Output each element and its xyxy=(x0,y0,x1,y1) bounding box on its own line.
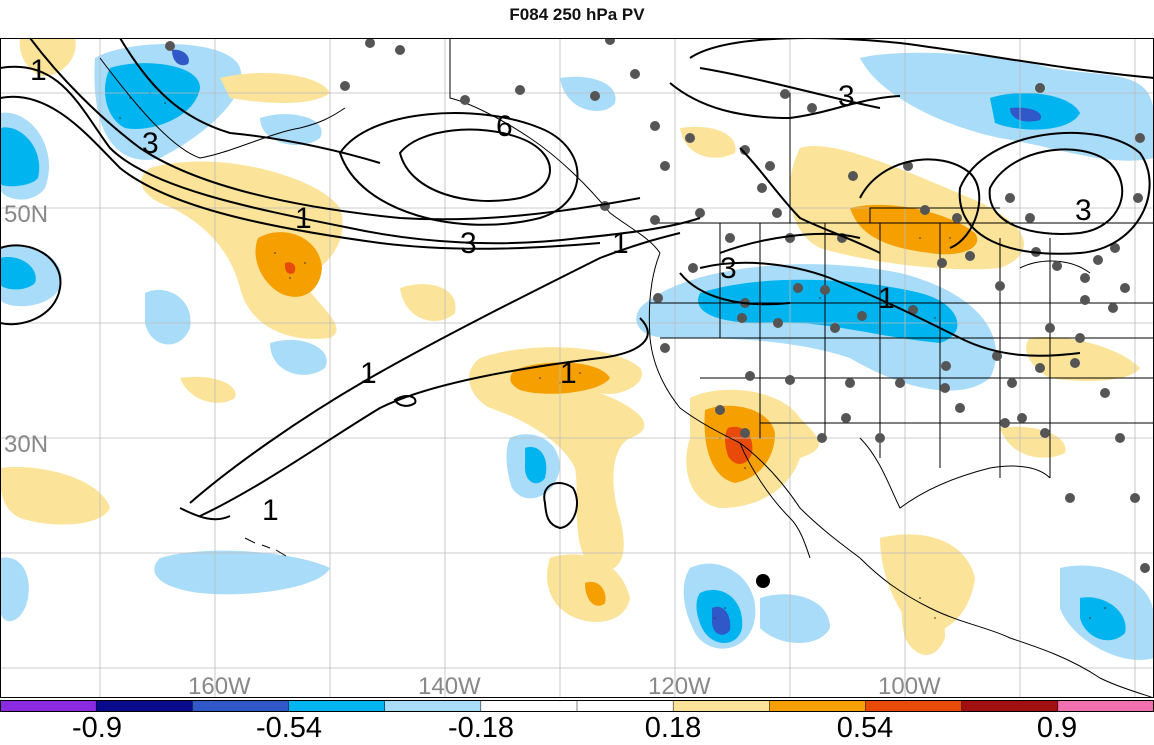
colorbar-cell xyxy=(192,700,290,712)
pv-negative-region xyxy=(145,289,191,345)
graticule xyxy=(0,38,1154,698)
pv-positive-region xyxy=(180,376,236,403)
pv-negative-region xyxy=(712,606,731,635)
lon-label-120w: 120W xyxy=(648,673,711,698)
lon-label-100w: 100W xyxy=(878,673,941,698)
pv-positive-region xyxy=(0,467,110,525)
pv-positive-region xyxy=(680,126,736,158)
pv-negative-region xyxy=(0,257,36,290)
pv-contours xyxy=(0,38,1154,530)
contour-label: 3 xyxy=(460,227,477,260)
contour-label: 1 xyxy=(560,357,577,390)
colorbar-cell xyxy=(865,700,963,712)
pv-positive-region xyxy=(850,204,978,255)
pv-positive-region xyxy=(400,284,456,321)
map-title: F084 250 hPa PV xyxy=(509,5,645,24)
colorbar-label: -0.9 xyxy=(72,712,122,744)
pv-positive-region xyxy=(19,38,76,77)
colorbar-cell xyxy=(0,700,97,712)
pv-negative-region xyxy=(270,339,327,375)
colorbar-cell xyxy=(1057,700,1154,712)
longitude-labels: 160W 140W 120W 100W xyxy=(188,673,941,698)
pv-positive-region xyxy=(1026,337,1140,381)
colorbar-cell xyxy=(769,700,867,712)
colorbar-cell xyxy=(480,700,578,712)
contour-label: 6 xyxy=(496,110,513,143)
colorbar-label: 0.18 xyxy=(644,712,702,744)
colorbar-label: 0.54 xyxy=(836,712,894,744)
colorbar-label: -0.18 xyxy=(447,712,515,744)
colorbar-cell xyxy=(288,700,386,712)
pv-negative-region xyxy=(698,279,958,343)
pv-negative-region xyxy=(105,63,200,129)
latitude-labels: 50N 30N xyxy=(4,201,48,458)
colorbar-cell xyxy=(384,700,482,712)
pv-positive-region xyxy=(284,262,296,274)
contour-label: 1 xyxy=(878,282,895,315)
pv-positive-region xyxy=(901,582,945,655)
contour-label: 1 xyxy=(30,54,47,87)
colorbar-cell xyxy=(95,700,194,712)
pv-positive-region xyxy=(220,73,330,103)
contour-label: 1 xyxy=(295,202,312,235)
colorbar xyxy=(0,700,1154,712)
pv-negative-region xyxy=(760,594,830,643)
contour-label: 1 xyxy=(360,357,377,390)
pv-negative-region xyxy=(1080,597,1126,641)
colorbar-label: -0.54 xyxy=(255,712,323,744)
colorbar-cell xyxy=(672,700,771,712)
lat-label-30n: 30N xyxy=(4,431,48,458)
pv-negative-region xyxy=(0,557,29,622)
marker-dot xyxy=(756,574,770,588)
contour-labels: 1 3 6 3 1 3 1 3 1 1 1 3 xyxy=(30,54,1092,527)
pv-negative-region xyxy=(154,550,330,595)
contour-label: 3 xyxy=(720,252,737,285)
lat-label-50n: 50N xyxy=(4,201,48,228)
colorbar-label: 0.9 xyxy=(1036,712,1078,744)
pv-negative-region xyxy=(560,76,616,111)
contour-label: 1 xyxy=(262,494,279,527)
coastlines-borders xyxy=(99,38,1154,698)
pv-negative-region xyxy=(525,447,547,484)
contour-label: 3 xyxy=(838,80,855,113)
contour-label: 3 xyxy=(1075,194,1092,227)
pv-map: 1 3 6 3 1 3 1 3 1 1 1 3 1 50N 30N 160W 1… xyxy=(0,38,1154,698)
contour-label: 3 xyxy=(142,127,159,160)
pv-negative-region xyxy=(172,49,189,66)
station-dots xyxy=(165,38,1150,573)
contour-label: 1 xyxy=(612,227,629,260)
lon-label-160w: 160W xyxy=(188,673,251,698)
pv-positive-region xyxy=(585,581,606,606)
lon-label-140w: 140W xyxy=(418,673,481,698)
colorbar-cell xyxy=(961,700,1059,712)
pv-negative-region xyxy=(0,127,40,187)
colorbar-cell xyxy=(576,700,674,712)
pv-negative-region xyxy=(1010,107,1041,122)
pv-positive-region xyxy=(469,347,645,571)
